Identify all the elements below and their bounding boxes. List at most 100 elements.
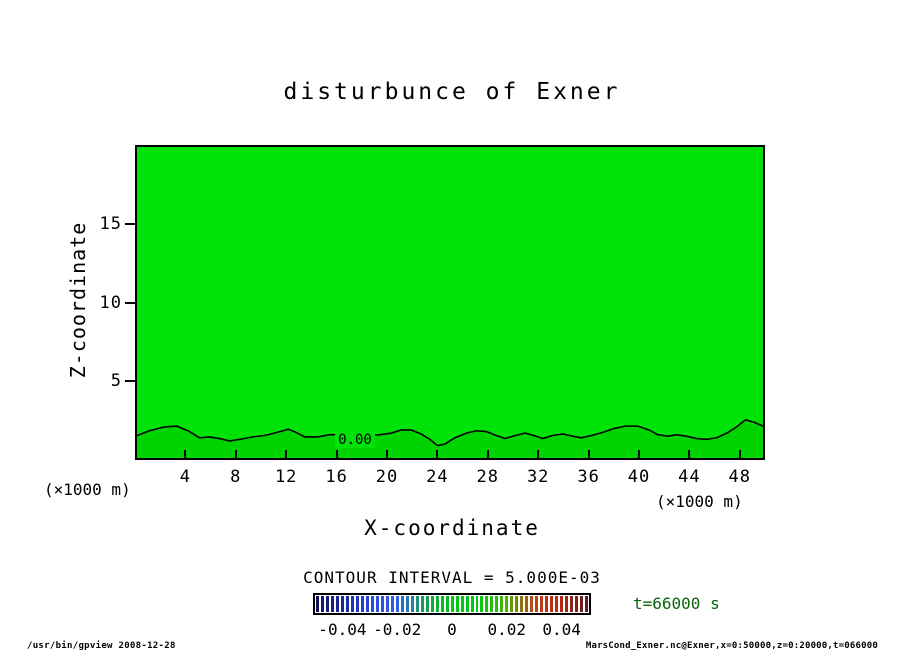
x-tick-label: 4 <box>179 467 192 487</box>
colorbar-stripe <box>550 596 554 612</box>
x-unit-label-right: (×1000 m) <box>656 492 743 511</box>
colorbar-stripe <box>335 596 339 612</box>
contour-label: 0.00 <box>335 432 375 448</box>
colorbar-stripe <box>465 596 469 612</box>
plot-title: disturbunce of Exner <box>283 79 621 105</box>
colorbar-stripe <box>370 596 374 612</box>
x-tick-mark <box>688 450 691 458</box>
colorbar-stripe <box>395 596 399 612</box>
colorbar-stripe <box>325 596 329 612</box>
y-tick-mark <box>125 301 135 304</box>
colorbar-stripe <box>410 596 414 612</box>
colorbar-stripe <box>365 596 369 612</box>
x-tick-label: 8 <box>230 467 242 487</box>
contour-interval-text: CONTOUR INTERVAL = 5.000E-03 <box>303 568 601 587</box>
x-unit-label-left: (×1000 m) <box>44 480 131 499</box>
colorbar <box>313 593 591 615</box>
colorbar-tick-label: 0.04 <box>542 620 581 639</box>
y-tick-mark <box>125 380 135 383</box>
colorbar-stripe <box>500 596 504 612</box>
x-tick-mark <box>386 450 388 458</box>
colorbar-stripe <box>485 596 489 612</box>
colorbar-stripe <box>475 596 479 612</box>
colorbar-stripe <box>470 596 474 612</box>
colorbar-stripe <box>445 596 449 612</box>
x-tick-mark <box>486 450 489 458</box>
colorbar-stripe <box>480 596 484 612</box>
colorbar-stripe <box>345 596 349 612</box>
x-tick-mark <box>436 450 439 458</box>
field-plot-svg <box>137 147 763 458</box>
colorbar-stripe <box>330 596 334 612</box>
colorbar-stripe <box>390 596 394 612</box>
colorbar-stripe <box>520 596 524 612</box>
x-tick-label: 48 <box>728 467 752 487</box>
x-axis-label: X-coordinate <box>364 516 540 540</box>
x-tick-label: 28 <box>476 467 500 487</box>
x-tick-label: 24 <box>426 467 449 487</box>
x-tick-label: 40 <box>627 467 651 487</box>
colorbar-tick-label: -0.02 <box>373 620 422 639</box>
footer-command-path: /usr/bin/gpview 2008-12-28 <box>27 641 176 651</box>
colorbar-tick-label: 0 <box>447 620 457 639</box>
colorbar-stripe <box>350 596 354 612</box>
x-tick-mark <box>335 450 338 458</box>
colorbar-stripe <box>585 596 589 612</box>
colorbar-stripe <box>495 596 499 612</box>
x-tick-mark <box>285 450 288 458</box>
x-tick-mark <box>738 450 741 458</box>
colorbar-stripe <box>575 596 579 612</box>
colorbar-stripe <box>385 596 389 612</box>
colorbar-stripe <box>420 596 424 612</box>
time-label: t=66000 s <box>633 594 720 613</box>
x-tick-label: 36 <box>577 467 600 487</box>
colorbar-stripe <box>450 596 454 612</box>
y-tick-mark <box>125 222 135 225</box>
colorbar-stripe <box>560 596 564 612</box>
colorbar-stripe <box>375 596 379 612</box>
y-tick-label: 15 <box>99 213 122 234</box>
colorbar-stripe <box>360 596 364 612</box>
colorbar-stripe <box>430 596 434 612</box>
colorbar-stripe <box>525 596 529 612</box>
y-tick-label: 5 <box>110 371 122 392</box>
field-fill <box>137 147 763 458</box>
colorbar-stripe <box>316 596 319 612</box>
colorbar-stripe <box>440 596 444 612</box>
colorbar-stripe <box>555 596 559 612</box>
colorbar-tick-label: -0.04 <box>318 620 367 639</box>
colorbar-stripe <box>565 596 569 612</box>
colorbar-stripe <box>405 596 409 612</box>
colorbar-stripe <box>580 596 584 612</box>
zero-contour-line <box>137 419 763 447</box>
colorbar-stripe <box>530 596 534 612</box>
footer-dataset-info: MarsCond_Exner.nc@Exner,x=0:50000,z=0:20… <box>585 641 878 651</box>
x-tick-label: 20 <box>375 467 399 487</box>
colorbar-stripe <box>340 596 344 612</box>
colorbar-stripe <box>460 596 464 612</box>
colorbar-stripe <box>320 596 324 612</box>
x-tick-mark <box>184 450 187 458</box>
colorbar-stripe <box>540 596 544 612</box>
x-tick-mark <box>537 450 540 458</box>
colorbar-stripe <box>380 596 384 612</box>
x-tick-label: 44 <box>678 467 701 487</box>
colorbar-tick-label: 0.02 <box>487 620 527 639</box>
colorbar-stripe <box>570 596 574 612</box>
colorbar-stripe <box>505 596 509 612</box>
colorbar-stripe <box>545 596 549 612</box>
colorbar-stripe <box>510 596 514 612</box>
lower-field-region <box>137 419 763 458</box>
colorbar-stripe <box>425 596 429 612</box>
x-tick-mark <box>638 450 640 458</box>
x-tick-label: 32 <box>526 467 550 487</box>
colorbar-stripe <box>435 596 439 612</box>
colorbar-stripe <box>415 596 419 612</box>
colorbar-stripe <box>355 596 359 612</box>
x-tick-mark <box>587 450 590 458</box>
y-axis-label: Z-coordinate <box>66 221 90 379</box>
colorbar-stripe <box>400 596 404 612</box>
y-tick-label: 10 <box>99 292 122 313</box>
colorbar-stripe <box>535 596 539 612</box>
